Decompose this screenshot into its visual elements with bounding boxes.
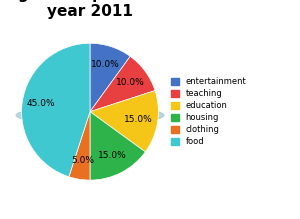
Wedge shape [90,112,145,180]
Title: Percentage of  expenditure for the
year 2011: Percentage of expenditure for the year 2… [0,0,239,19]
Text: 15.0%: 15.0% [98,151,127,160]
Wedge shape [90,90,158,152]
Text: 10.0%: 10.0% [116,78,144,87]
Text: 15.0%: 15.0% [124,115,153,124]
Text: 10.0%: 10.0% [91,60,120,69]
Ellipse shape [16,106,164,124]
Wedge shape [69,112,90,180]
Wedge shape [22,43,90,177]
Text: 45.0%: 45.0% [27,99,56,108]
Legend: entertainment, teaching, education, housing, clothing, food: entertainment, teaching, education, hous… [170,76,248,148]
Wedge shape [90,43,130,112]
Wedge shape [90,56,155,112]
Text: 5.0%: 5.0% [71,156,94,165]
